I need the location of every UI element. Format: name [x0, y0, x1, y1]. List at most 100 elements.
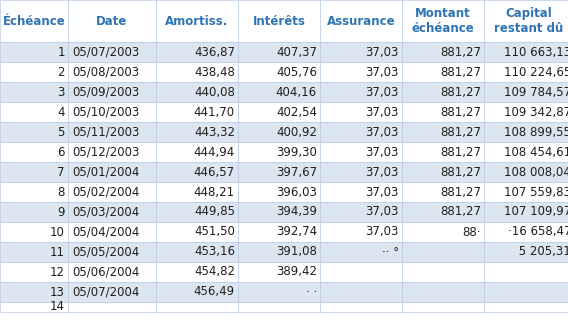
- Text: 37,03: 37,03: [366, 146, 399, 158]
- Text: 444,94: 444,94: [194, 146, 235, 158]
- Text: 05/09/2003: 05/09/2003: [72, 86, 139, 99]
- Text: 881,27: 881,27: [440, 65, 481, 79]
- Bar: [484, 62, 568, 82]
- Bar: [320, 262, 402, 282]
- Text: 37,03: 37,03: [366, 65, 399, 79]
- Bar: [320, 102, 402, 122]
- Bar: [68, 0, 156, 42]
- Bar: [156, 302, 238, 312]
- Text: 37,03: 37,03: [366, 185, 399, 198]
- Bar: [238, 182, 320, 202]
- Bar: [68, 222, 156, 242]
- Bar: [0, 282, 68, 302]
- Bar: [0, 222, 68, 242]
- Text: 881,27: 881,27: [440, 205, 481, 219]
- Bar: [0, 0, 68, 42]
- Text: Capital
restant dû: Capital restant dû: [494, 7, 563, 35]
- Text: 107 559,83: 107 559,83: [504, 185, 568, 198]
- Text: 05/04/2004: 05/04/2004: [72, 225, 139, 239]
- Text: 454,82: 454,82: [194, 266, 235, 279]
- Bar: [238, 42, 320, 62]
- Text: 8: 8: [57, 185, 65, 198]
- Bar: [68, 102, 156, 122]
- Text: 108 454,61: 108 454,61: [504, 146, 568, 158]
- Bar: [238, 282, 320, 302]
- Bar: [156, 242, 238, 262]
- Bar: [68, 122, 156, 142]
- Text: 391,08: 391,08: [276, 245, 317, 259]
- Bar: [484, 122, 568, 142]
- Bar: [156, 182, 238, 202]
- Bar: [402, 142, 484, 162]
- Bar: [320, 162, 402, 182]
- Text: 110 224,65: 110 224,65: [504, 65, 568, 79]
- Text: 881,27: 881,27: [440, 185, 481, 198]
- Text: 881,27: 881,27: [440, 106, 481, 118]
- Bar: [402, 242, 484, 262]
- Text: 05/03/2004: 05/03/2004: [72, 205, 139, 219]
- Text: 443,32: 443,32: [194, 126, 235, 138]
- Text: 5 205,31: 5 205,31: [515, 245, 568, 259]
- Text: 37,03: 37,03: [366, 205, 399, 219]
- Bar: [156, 202, 238, 222]
- Bar: [484, 182, 568, 202]
- Bar: [402, 182, 484, 202]
- Bar: [156, 122, 238, 142]
- Text: 446,57: 446,57: [194, 166, 235, 178]
- Bar: [0, 262, 68, 282]
- Bar: [156, 262, 238, 282]
- Bar: [0, 182, 68, 202]
- Text: 108 008,04: 108 008,04: [504, 166, 568, 178]
- Bar: [484, 302, 568, 312]
- Text: 13: 13: [50, 286, 65, 298]
- Text: 407,37: 407,37: [276, 45, 317, 59]
- Text: 12: 12: [50, 266, 65, 279]
- Text: 881,27: 881,27: [440, 126, 481, 138]
- Text: 396,03: 396,03: [276, 185, 317, 198]
- Bar: [238, 262, 320, 282]
- Text: 456,49: 456,49: [194, 286, 235, 298]
- Bar: [402, 0, 484, 42]
- Bar: [0, 102, 68, 122]
- Text: 05/11/2003: 05/11/2003: [72, 126, 139, 138]
- Bar: [320, 202, 402, 222]
- Text: Montant
échéance: Montant échéance: [412, 7, 474, 35]
- Bar: [238, 242, 320, 262]
- Bar: [156, 162, 238, 182]
- Bar: [484, 82, 568, 102]
- Bar: [68, 82, 156, 102]
- Text: 399,30: 399,30: [276, 146, 317, 158]
- Bar: [484, 282, 568, 302]
- Text: 110 663,13: 110 663,13: [504, 45, 568, 59]
- Text: 05/12/2003: 05/12/2003: [72, 146, 139, 158]
- Bar: [0, 302, 68, 312]
- Bar: [320, 122, 402, 142]
- Text: 05/10/2003: 05/10/2003: [72, 106, 139, 118]
- Text: 1: 1: [57, 45, 65, 59]
- Bar: [156, 102, 238, 122]
- Text: 37,03: 37,03: [366, 106, 399, 118]
- Text: · ·: · ·: [306, 286, 317, 298]
- Bar: [0, 142, 68, 162]
- Text: 4: 4: [57, 106, 65, 118]
- Bar: [402, 42, 484, 62]
- Bar: [68, 42, 156, 62]
- Text: Intérêts: Intérêts: [253, 14, 306, 27]
- Bar: [238, 202, 320, 222]
- Bar: [156, 282, 238, 302]
- Text: 453,16: 453,16: [194, 245, 235, 259]
- Text: ·: ·: [567, 266, 568, 279]
- Bar: [68, 262, 156, 282]
- Bar: [68, 202, 156, 222]
- Text: 7: 7: [57, 166, 65, 178]
- Text: 389,42: 389,42: [276, 266, 317, 279]
- Bar: [484, 42, 568, 62]
- Text: 05/01/2004: 05/01/2004: [72, 166, 139, 178]
- Bar: [0, 42, 68, 62]
- Bar: [68, 182, 156, 202]
- Bar: [68, 282, 156, 302]
- Bar: [0, 242, 68, 262]
- Bar: [320, 282, 402, 302]
- Bar: [238, 122, 320, 142]
- Bar: [484, 0, 568, 42]
